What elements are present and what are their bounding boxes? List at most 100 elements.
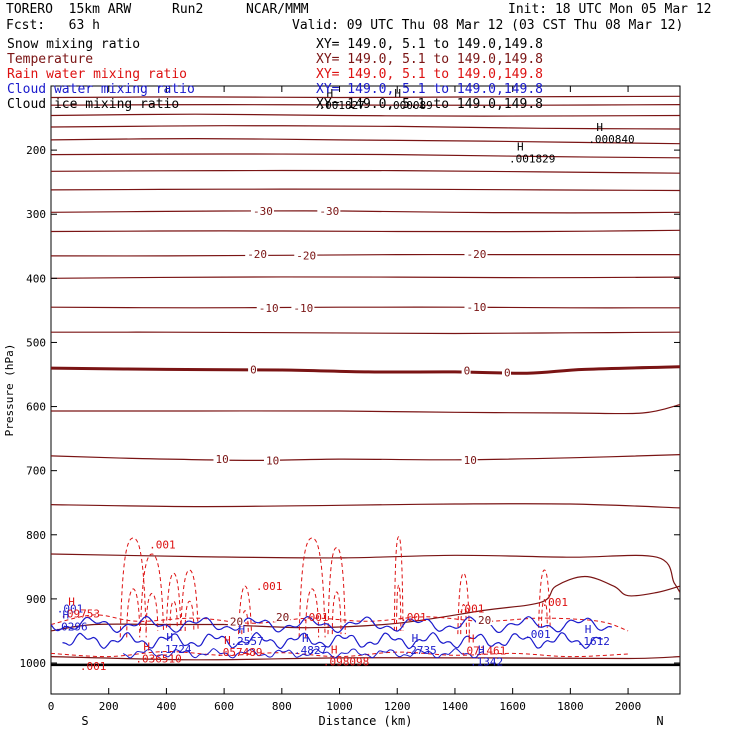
label-bg [501, 366, 511, 378]
high-value: .071461 [460, 645, 506, 658]
high-value: .09753 [60, 608, 100, 621]
x-tick-label: 1000 [326, 700, 353, 713]
cloudwater-contour [62, 631, 603, 650]
temperature-label: -10 [293, 302, 313, 315]
label-bg [317, 205, 341, 217]
temperature-label: 0 [250, 363, 257, 376]
high-marker: H [585, 623, 592, 636]
x-tick-label: 0 [48, 700, 55, 713]
legend-coords: XY= 149.0, 5.1 to 149.0,149.8 [316, 37, 543, 52]
label-bg [227, 615, 244, 627]
temperature-label: -10 [466, 301, 486, 314]
rain-cell-inner [145, 593, 159, 631]
temperature-label: 10 [266, 454, 279, 467]
high-marker: H [412, 632, 419, 645]
temperature-label: -20 [466, 248, 486, 261]
isotherm-0 [51, 365, 680, 375]
high-marker: H [68, 596, 75, 609]
rain-cell [238, 585, 253, 635]
high-marker: H [478, 644, 485, 657]
high-value: .001829 [509, 152, 555, 165]
contour-labels: -30 -30 -20 -20 -20 -10 -10 -10 0 0 0 10 10 10 20 20 20.… [55, 87, 635, 673]
rain-water-contours [51, 536, 629, 658]
label-bg [464, 247, 488, 259]
rain-cell-inner [126, 588, 141, 638]
label-bg [245, 247, 269, 259]
isotherm-m10 [51, 306, 680, 309]
isotherm-m20 [51, 253, 680, 257]
label-bg [248, 363, 258, 375]
high-marker: H [468, 633, 475, 646]
org-label: NCAR/MMM [246, 2, 309, 17]
y-axis-label: Pressure (hPa) [3, 344, 16, 437]
legend-name: Temperature [7, 52, 93, 67]
temperature-label: 0 [504, 367, 511, 380]
x-tick-label: 2000 [615, 700, 642, 713]
high-marker: H [331, 644, 338, 657]
high-marker: H [517, 140, 524, 153]
rain-cell [327, 547, 346, 635]
legend-name: Snow mixing ratio [7, 37, 140, 52]
legend-name: Cloud water mixing ratio [7, 82, 195, 97]
high-marker: H [327, 87, 334, 100]
temperature-label: -10 [259, 302, 279, 315]
cloud-water-contours [51, 616, 613, 659]
label-bg [256, 301, 280, 313]
rain-cell [538, 569, 551, 628]
high-value: .2735 [404, 644, 437, 657]
isotherm-m55 [51, 125, 680, 130]
rain-band-low [51, 650, 629, 658]
x-tick-label: 1600 [499, 700, 526, 713]
rain-label: .001 [302, 611, 329, 624]
rain-cell [165, 572, 182, 628]
high-value: .098098 [323, 656, 369, 669]
high-value: .1342 [470, 656, 503, 669]
rain-label: .001 [149, 538, 176, 551]
high-value: .2557 [231, 635, 264, 648]
label-bg [291, 301, 315, 313]
high-value: .1612 [577, 635, 610, 648]
rain-band-mid [51, 614, 629, 632]
cloudwater-contour [122, 648, 484, 659]
south-label: S [81, 714, 88, 728]
legend-coords: XY= 149.0, 5.1 to 149.0,149.8 [316, 82, 543, 97]
y-tick-label: 1000 [20, 657, 47, 670]
rain-label: .001 [256, 580, 282, 593]
high-marker: H [394, 87, 401, 100]
north-label: N [656, 714, 663, 728]
run-label: Run2 [172, 2, 204, 17]
high-value: .036510 [135, 652, 181, 665]
label-bg [461, 453, 478, 465]
plot-border [50, 85, 681, 695]
legend-name: Rain water mixing ratio [7, 67, 187, 82]
x-tick-label: 800 [272, 700, 292, 713]
y-tick-label: 900 [26, 593, 46, 606]
isotherm-m60 [51, 113, 680, 117]
x-tick-label: 1400 [442, 700, 469, 713]
high-value: .057489 [216, 646, 262, 659]
temperature-label: 20 [276, 611, 289, 624]
forecast-hour: Fcst: 63 h [6, 18, 100, 33]
label-bg [274, 610, 291, 622]
temperature-isotherms [51, 95, 680, 661]
isotherm-15 [51, 503, 680, 509]
x-tick-label: 600 [214, 700, 234, 713]
legend-name: Cloud ice mixing ratio [7, 97, 179, 112]
high-marker: H [63, 608, 70, 621]
temperature-label: 20 [230, 615, 243, 628]
high-marker: H [596, 121, 603, 134]
isotherm-m70 [51, 95, 680, 99]
legend-coords: XY= 149.0, 5.1 to 149.0,149.8 [316, 52, 543, 67]
init-time: Init: 18 UTC Mon 05 Mar 12 [508, 2, 712, 17]
isotherm-m45 [51, 153, 680, 159]
high-marker: H [239, 623, 246, 636]
y-tick-label: 800 [26, 529, 46, 542]
y-tick-label: 300 [26, 208, 46, 221]
temperature-label: 0 [464, 365, 471, 378]
x-tick-label: 1800 [557, 700, 584, 713]
isotherm-m15 [51, 276, 680, 279]
rain-cell-inner [169, 601, 178, 628]
label-bg [464, 301, 488, 313]
y-tick-label: 200 [26, 144, 46, 157]
